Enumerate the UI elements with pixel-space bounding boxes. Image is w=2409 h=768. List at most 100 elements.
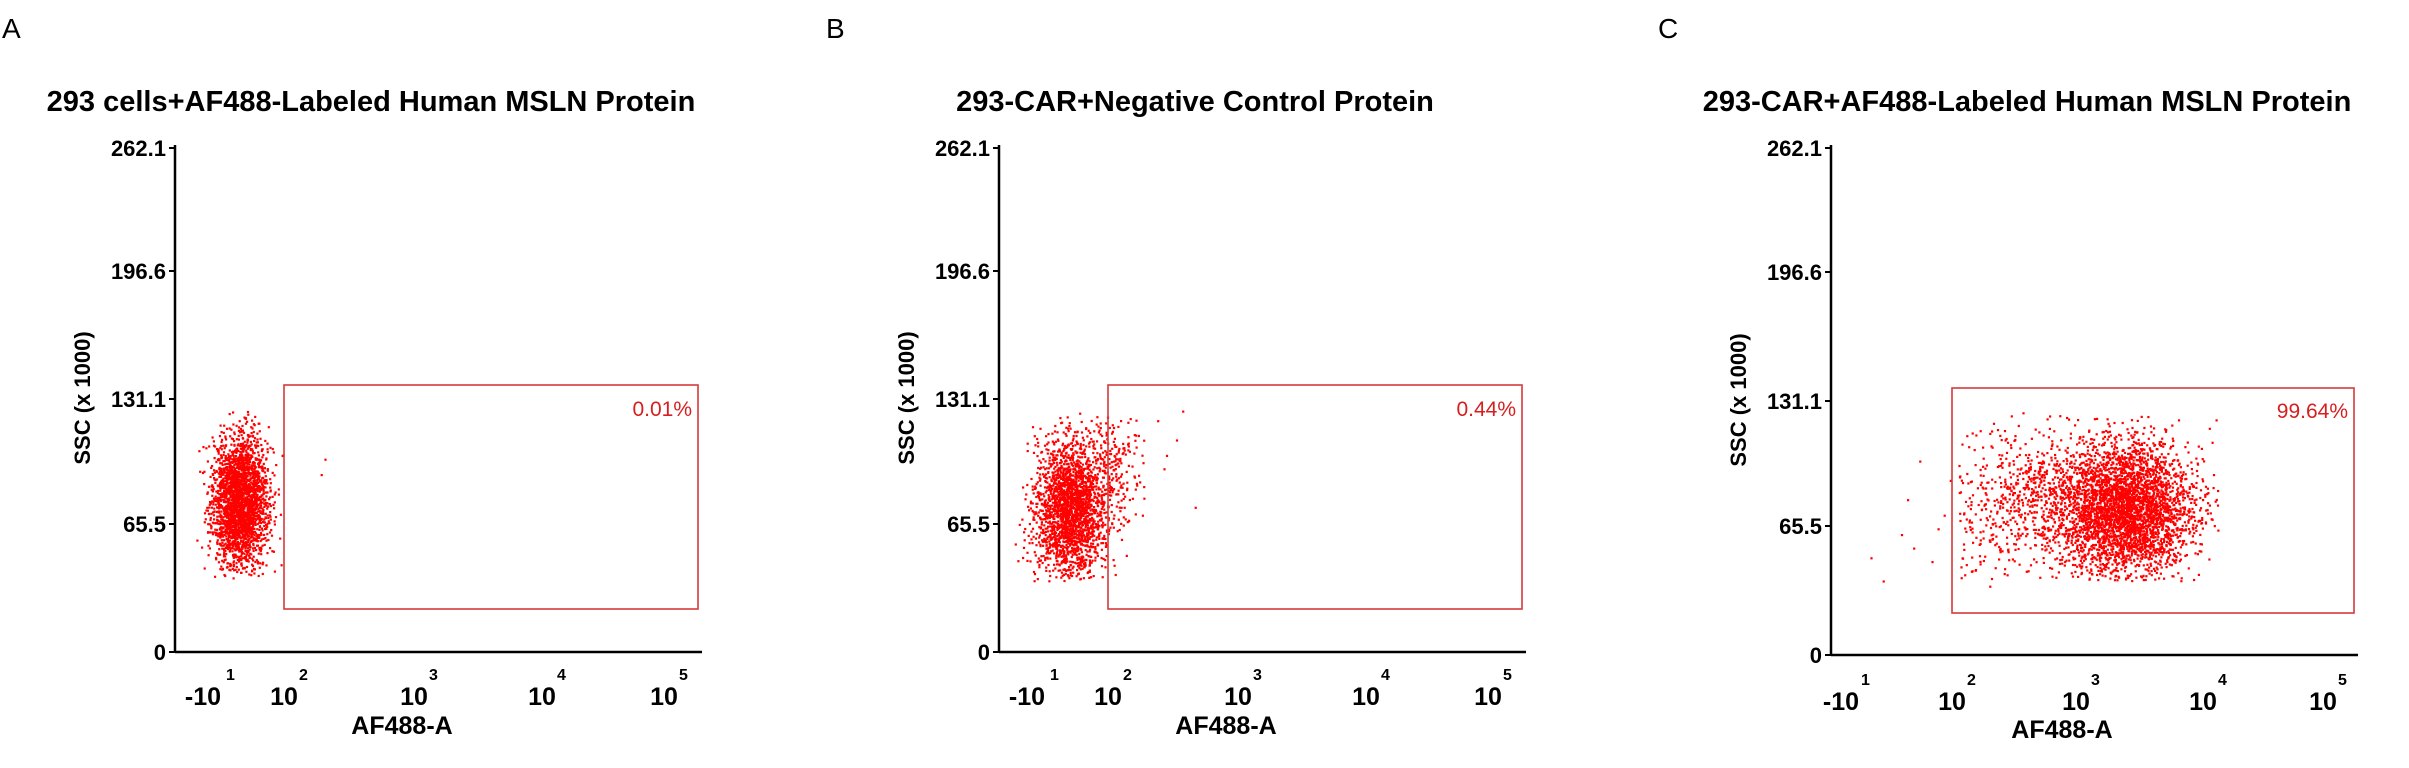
event-dot	[1052, 542, 1055, 545]
event-dot	[1087, 529, 1090, 532]
event-dot	[248, 532, 251, 535]
event-dot	[1040, 509, 1043, 512]
event-dot	[1096, 528, 1099, 531]
event-dot	[249, 440, 252, 444]
event-dot	[218, 515, 221, 518]
event-dot	[242, 444, 245, 448]
event-dot	[1082, 531, 1085, 534]
event-dot	[261, 563, 264, 566]
event-dot	[223, 549, 226, 552]
event-dot	[1139, 481, 1142, 484]
event-dot	[1068, 489, 1071, 492]
event-dot	[1069, 468, 1072, 471]
event-dot	[1054, 486, 1057, 489]
event-dot	[1119, 510, 1122, 513]
event-dot	[1063, 498, 1066, 501]
event-dot	[1110, 510, 1113, 514]
event-dot	[242, 494, 245, 497]
event-dot	[1045, 541, 1048, 544]
event-dot	[1079, 561, 1082, 564]
event-dot	[1104, 545, 1108, 548]
event-dot	[1074, 548, 1077, 551]
event-dot	[208, 523, 211, 526]
event-dot	[232, 438, 235, 441]
event-dot	[1070, 500, 1073, 503]
event-dot	[1064, 512, 1067, 515]
event-dot	[1072, 525, 1075, 528]
event-dot	[1049, 544, 1052, 547]
event-dot	[252, 473, 255, 477]
event-dot	[256, 441, 259, 444]
event-dot	[1049, 485, 1052, 488]
event-dot	[1063, 541, 1066, 544]
event-dot	[1043, 475, 1046, 478]
event-dot	[246, 489, 249, 492]
event-dot	[252, 487, 255, 490]
event-dot	[1087, 534, 1090, 537]
event-dot	[1115, 473, 1118, 476]
event-dot	[1108, 484, 1111, 487]
event-dot	[1066, 416, 1069, 419]
event-dot	[265, 523, 268, 527]
event-dot	[243, 491, 247, 494]
event-dot	[235, 547, 239, 550]
event-dot	[215, 478, 219, 481]
event-dot	[1072, 530, 1075, 534]
event-dot	[1134, 488, 1137, 491]
event-dot	[212, 488, 215, 491]
event-dot	[1071, 501, 1074, 504]
event-dot	[1112, 477, 1115, 480]
event-dot	[1059, 512, 1062, 516]
event-dot	[231, 530, 234, 533]
event-dot	[240, 445, 243, 448]
event-dot	[1093, 478, 1096, 481]
event-dot	[1063, 493, 1066, 496]
event-dot	[228, 449, 231, 452]
event-dot	[222, 526, 225, 529]
event-dot	[1111, 447, 1114, 450]
event-dot	[1135, 434, 1138, 437]
event-dot	[222, 486, 226, 489]
event-dot	[234, 471, 237, 474]
event-dot	[1134, 513, 1137, 516]
event-dot	[1111, 489, 1115, 492]
event-dot	[235, 542, 238, 545]
event-dot	[1109, 449, 1112, 452]
event-dot	[1081, 501, 1084, 504]
dot-cloud	[196, 410, 327, 580]
event-dot	[1081, 514, 1084, 517]
event-dot	[237, 556, 240, 559]
event-dot	[1104, 450, 1107, 453]
event-dot	[1067, 550, 1070, 553]
event-dot	[255, 535, 258, 538]
event-dot	[257, 552, 260, 555]
event-dot	[257, 499, 260, 502]
event-dot	[1099, 462, 1102, 465]
event-dot	[213, 469, 216, 472]
event-dot	[1093, 491, 1096, 494]
event-dot	[240, 516, 243, 520]
event-dot	[257, 513, 260, 517]
event-dot	[1064, 554, 1067, 557]
event-dot	[1074, 496, 1077, 500]
event-dot	[225, 490, 228, 493]
event-dot	[232, 577, 235, 580]
event-dot	[256, 528, 259, 531]
event-dot	[1076, 529, 1080, 532]
event-dot	[1071, 524, 1074, 527]
event-dot	[257, 574, 260, 578]
x-tick-label: 10	[650, 683, 678, 711]
event-dot	[1065, 472, 1069, 475]
event-dot	[1049, 525, 1052, 528]
event-dot	[1053, 488, 1056, 491]
event-dot	[1084, 524, 1087, 528]
event-dot	[1103, 460, 1106, 463]
event-dot	[1089, 470, 1093, 473]
event-dot	[236, 487, 239, 490]
event-dot	[237, 542, 240, 545]
event-dot	[1083, 508, 1086, 511]
event-dot	[240, 466, 243, 469]
event-dot	[209, 501, 212, 504]
event-dot	[255, 519, 258, 522]
event-dot	[1112, 460, 1115, 463]
